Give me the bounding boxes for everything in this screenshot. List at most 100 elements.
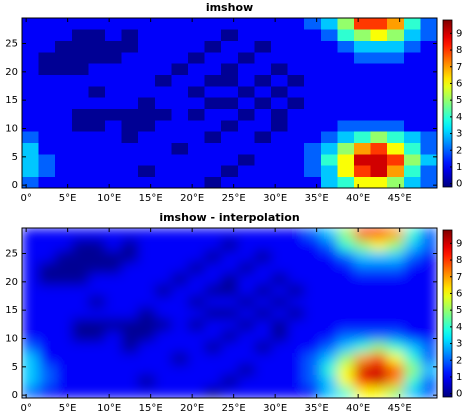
heatmap-cell bbox=[38, 131, 56, 144]
heatmap-cell bbox=[354, 364, 371, 376]
heatmap-cell bbox=[171, 364, 189, 376]
heatmap-cell bbox=[171, 352, 189, 365]
heatmap-cell bbox=[370, 262, 388, 274]
heatmap-cell bbox=[370, 18, 388, 30]
heatmap-cell bbox=[387, 154, 405, 166]
heatmap-cell bbox=[221, 176, 239, 188]
heatmap-cell bbox=[171, 142, 189, 155]
heatmap-cell bbox=[304, 330, 322, 342]
heatmap-cell bbox=[105, 29, 122, 42]
y-tick-label: 10 bbox=[5, 124, 18, 135]
heatmap-cell bbox=[204, 40, 222, 53]
heatmap-cell bbox=[171, 386, 189, 398]
heatmap-cell bbox=[370, 63, 388, 76]
heatmap-cell bbox=[403, 97, 421, 110]
heatmap-cell bbox=[337, 352, 355, 365]
heatmap-cell bbox=[22, 307, 39, 320]
heatmap-cell bbox=[55, 154, 73, 166]
heatmap-cell bbox=[337, 120, 355, 132]
heatmap-cell bbox=[320, 154, 338, 166]
heatmap-cell bbox=[387, 86, 405, 98]
heatmap-cell bbox=[204, 318, 222, 331]
heatmap-cell bbox=[121, 273, 139, 286]
heatmap-cell bbox=[204, 228, 222, 240]
heatmap-cell bbox=[237, 74, 255, 87]
heatmap-cell bbox=[420, 63, 437, 76]
heatmap-cell bbox=[337, 29, 355, 42]
heatmap-cell bbox=[254, 165, 272, 178]
heatmap-cell bbox=[304, 74, 322, 87]
heatmap-cell bbox=[138, 341, 156, 354]
chart-title: imshow bbox=[206, 1, 253, 14]
colorbar-tick-label: 4 bbox=[456, 322, 462, 333]
heatmap-cell bbox=[237, 63, 255, 76]
colorbar-tick-label: 6 bbox=[456, 78, 462, 89]
heatmap-cell bbox=[204, 52, 222, 64]
heatmap-cell bbox=[38, 228, 56, 240]
heatmap-cell bbox=[337, 165, 355, 178]
heatmap-cell bbox=[387, 40, 405, 53]
plot-frame bbox=[21, 227, 438, 399]
heatmap-cell bbox=[304, 341, 322, 354]
colorbar-tick-label: 1 bbox=[456, 162, 462, 173]
heatmap-cell bbox=[221, 262, 239, 274]
heatmap-cell bbox=[271, 352, 288, 365]
heatmap-cell bbox=[387, 375, 405, 388]
heatmap-cell bbox=[38, 97, 56, 110]
heatmap-cell bbox=[221, 108, 239, 121]
heatmap-cell bbox=[304, 375, 322, 388]
heatmap-cell bbox=[188, 262, 205, 274]
x-tick-label: 5°E bbox=[59, 193, 77, 204]
heatmap-cell bbox=[254, 375, 272, 388]
heatmap-cell bbox=[387, 273, 405, 286]
heatmap-cell bbox=[22, 273, 39, 286]
heatmap-cell bbox=[221, 364, 239, 376]
heatmap-cell bbox=[221, 29, 239, 42]
heatmap-cell bbox=[337, 142, 355, 155]
heatmap-cell bbox=[204, 18, 222, 30]
heatmap-cell bbox=[271, 296, 288, 308]
heatmap-cell bbox=[188, 97, 205, 110]
heatmap-cell bbox=[354, 176, 371, 188]
heatmap-cell bbox=[188, 318, 205, 331]
heatmap-cell bbox=[354, 318, 371, 331]
heatmap-cell bbox=[71, 375, 89, 388]
heatmap-cell bbox=[121, 108, 139, 121]
heatmap-cell bbox=[254, 386, 272, 398]
heatmap-cell bbox=[370, 97, 388, 110]
heatmap-cell bbox=[138, 375, 156, 388]
heatmap-cell bbox=[420, 29, 437, 42]
heatmap-cell bbox=[237, 108, 255, 121]
heatmap-cell bbox=[354, 63, 371, 76]
heatmap-cell bbox=[22, 120, 39, 132]
heatmap-cell bbox=[271, 154, 288, 166]
heatmap-cell bbox=[55, 250, 73, 263]
heatmap-cell bbox=[138, 108, 156, 121]
heatmap-cell bbox=[237, 262, 255, 274]
heatmap-cell bbox=[304, 307, 322, 320]
heatmap-cell bbox=[337, 375, 355, 388]
heatmap-cell bbox=[22, 142, 39, 155]
heatmap-cell bbox=[154, 318, 172, 331]
heatmap-cell bbox=[171, 18, 189, 30]
heatmap-cell bbox=[420, 239, 437, 252]
heatmap-cell bbox=[171, 86, 189, 98]
heatmap-cell bbox=[88, 284, 106, 297]
heatmap-cell bbox=[171, 29, 189, 42]
heatmap-cell bbox=[204, 97, 222, 110]
heatmap-cell bbox=[254, 330, 272, 342]
colorbar-tick-label: 8 bbox=[456, 255, 462, 266]
heatmap-cell bbox=[403, 176, 421, 188]
heatmap-cell bbox=[71, 386, 89, 398]
heatmap-cell bbox=[204, 262, 222, 274]
heatmap-cell bbox=[154, 352, 172, 365]
heatmap-cell bbox=[304, 165, 322, 178]
y-tick-label: 20 bbox=[5, 277, 18, 288]
heatmap-cell bbox=[403, 40, 421, 53]
heatmap-cell bbox=[121, 86, 139, 98]
y-tick-label: 15 bbox=[5, 305, 18, 316]
heatmap-cell bbox=[154, 375, 172, 388]
x-tick-label: 25°E bbox=[222, 403, 246, 412]
heatmap-cell bbox=[387, 318, 405, 331]
heatmap-cell bbox=[105, 375, 122, 388]
